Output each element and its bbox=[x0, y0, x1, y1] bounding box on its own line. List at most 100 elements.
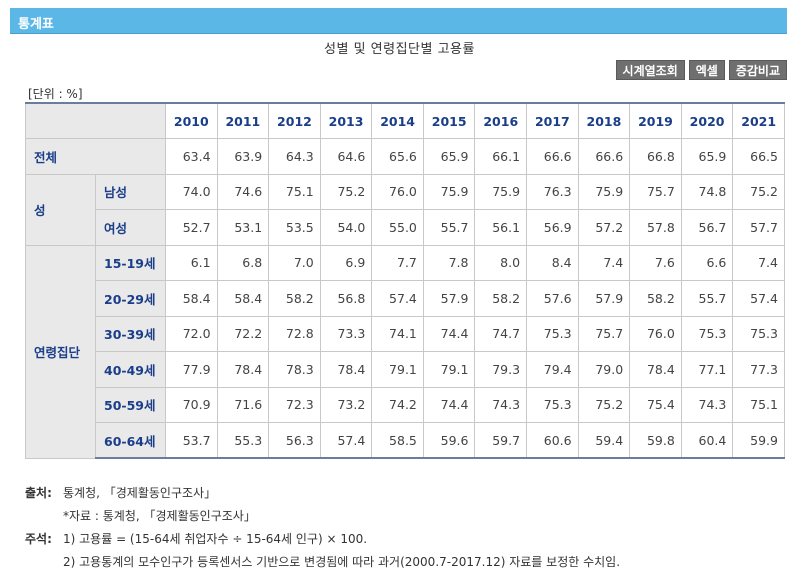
value-cell: 60.4 bbox=[680, 422, 734, 459]
year-header: 2017 bbox=[526, 102, 579, 139]
value-cell: 57.8 bbox=[629, 209, 682, 246]
header-row: 2010 2011 2012 2013 2014 2015 2016 2017 2018 2019… bbox=[25, 102, 785, 139]
table-row: 연령집단 15-19세 6.1 6.8 7.0 6.9 7.7 7.8 8.0 8.4 7.4 7.6… bbox=[25, 244, 785, 459]
value-cell: 52.7 bbox=[165, 209, 218, 246]
value-cell: 76.3 bbox=[526, 173, 579, 210]
value-cell: 66.1 bbox=[474, 138, 528, 175]
year-header: 2014 bbox=[371, 102, 424, 139]
timeseries-button[interactable]: 시계열조회 bbox=[615, 60, 685, 80]
table-title: 성별 및 연령집단별 고용률 bbox=[324, 42, 475, 57]
year-header: 2019 bbox=[629, 102, 682, 139]
value-cell: 56.1 bbox=[474, 209, 528, 246]
value-cell: 54.0 bbox=[319, 209, 373, 246]
value-cell: 57.2 bbox=[577, 209, 631, 246]
value-cell: 63.9 bbox=[216, 138, 270, 175]
value-cell: 64.6 bbox=[319, 138, 373, 175]
group-header-sex: 성 bbox=[25, 173, 96, 246]
table-row: 50-59세 70.9 71.6 72.3 73.2 74.2 74.4 74.3 75.3 75… bbox=[26, 386, 785, 423]
value-cell: 57.9 bbox=[577, 280, 631, 317]
value-cell: 60.6 bbox=[526, 422, 579, 459]
footer: 출처: 통계청, 「경제활동인구조사」 *자료 : 통계청, 「경제활동인구조사」… bbox=[25, 482, 620, 574]
value-cell: 79.0 bbox=[577, 351, 631, 388]
excel-button[interactable]: 엑셀 bbox=[688, 60, 725, 80]
unit-label: [단위 : %] bbox=[28, 87, 83, 101]
value-cell: 8.4 bbox=[526, 244, 579, 281]
value-cell: 66.8 bbox=[629, 138, 682, 175]
value-cell: 7.6 bbox=[629, 244, 682, 281]
value-cell: 58.4 bbox=[165, 280, 218, 317]
value-cell: 75.9 bbox=[577, 173, 631, 210]
value-cell: 74.8 bbox=[680, 173, 734, 210]
value-cell: 65.9 bbox=[422, 138, 476, 175]
compare-button[interactable]: 증감비교 bbox=[728, 60, 787, 80]
value-cell: 57.9 bbox=[422, 280, 476, 317]
value-cell: 6.6 bbox=[680, 244, 734, 281]
value-cell: 55.7 bbox=[680, 280, 734, 317]
value-cell: 55.7 bbox=[422, 209, 476, 246]
value-cell: 53.5 bbox=[268, 209, 321, 246]
year-header: 2015 bbox=[422, 102, 476, 139]
value-cell: 72.8 bbox=[268, 315, 321, 352]
value-cell: 78.3 bbox=[268, 351, 321, 388]
value-cell: 74.4 bbox=[422, 315, 476, 352]
value-cell: 59.9 bbox=[732, 422, 785, 459]
value-cell: 57.4 bbox=[319, 422, 373, 459]
group-header-age: 연령집단 bbox=[25, 244, 96, 459]
value-cell: 75.3 bbox=[526, 315, 579, 352]
value-cell: 66.6 bbox=[526, 138, 579, 175]
value-cell: 74.3 bbox=[474, 386, 528, 423]
value-cell: 74.3 bbox=[680, 386, 734, 423]
value-cell: 63.4 bbox=[165, 138, 218, 175]
value-cell: 75.3 bbox=[526, 386, 579, 423]
source-text: 통계청, 「경제활동인구조사」 bbox=[63, 486, 217, 500]
value-cell: 77.3 bbox=[732, 351, 785, 388]
year-header: 2010 bbox=[165, 102, 218, 139]
source-label: 출처: bbox=[25, 486, 52, 500]
value-cell: 73.3 bbox=[319, 315, 373, 352]
sub-header: 20-29세 bbox=[95, 280, 166, 317]
value-cell: 71.6 bbox=[216, 386, 270, 423]
value-cell: 70.9 bbox=[165, 386, 218, 423]
sub-header: 50-59세 bbox=[95, 386, 166, 423]
value-cell: 56.8 bbox=[319, 280, 373, 317]
value-cell: 72.0 bbox=[165, 315, 218, 352]
sub-header: 30-39세 bbox=[95, 315, 166, 352]
year-header: 2016 bbox=[474, 102, 528, 139]
value-cell: 6.9 bbox=[319, 244, 373, 281]
header-bar: 통계표 bbox=[10, 8, 787, 34]
value-cell: 78.4 bbox=[216, 351, 270, 388]
value-cell: 79.4 bbox=[526, 351, 579, 388]
value-cell: 58.2 bbox=[268, 280, 321, 317]
value-cell: 57.4 bbox=[371, 280, 424, 317]
note-1: 1) 고용률 = (15-64세 취업자수 ÷ 15-64세 인구) × 100… bbox=[63, 532, 368, 546]
value-cell: 75.2 bbox=[732, 173, 785, 210]
note-label: 주석: bbox=[25, 532, 52, 546]
value-cell: 65.9 bbox=[680, 138, 734, 175]
value-cell: 7.8 bbox=[422, 244, 476, 281]
sub-header: 15-19세 bbox=[95, 244, 166, 281]
value-cell: 58.2 bbox=[474, 280, 528, 317]
value-cell: 74.2 bbox=[371, 386, 424, 423]
value-cell: 57.4 bbox=[732, 280, 785, 317]
table-row: 40-49세 77.9 78.4 78.3 78.4 79.1 79.1 79.3 79.4 79… bbox=[26, 351, 785, 388]
value-cell: 57.7 bbox=[732, 209, 785, 246]
value-cell: 7.4 bbox=[577, 244, 631, 281]
table-row: 성 남성 74.0 74.6 75.1 75.2 76.0 75.9 75.9 76.3 75.9 7… bbox=[25, 173, 785, 246]
value-cell: 76.0 bbox=[629, 315, 682, 352]
value-cell: 79.1 bbox=[371, 351, 424, 388]
source-sub: *자료 : 통계청, 「경제활동인구조사」 bbox=[63, 509, 256, 523]
year-header: 2012 bbox=[268, 102, 321, 139]
value-cell: 64.3 bbox=[268, 138, 321, 175]
value-cell: 59.8 bbox=[629, 422, 682, 459]
value-cell: 7.0 bbox=[268, 244, 321, 281]
value-cell: 76.0 bbox=[371, 173, 424, 210]
table-row: 30-39세 72.0 72.2 72.8 73.3 74.1 74.4 74.7 75.3 75… bbox=[26, 315, 785, 352]
header-title: 통계표 bbox=[18, 17, 54, 32]
value-cell: 75.3 bbox=[680, 315, 734, 352]
value-cell: 53.1 bbox=[216, 209, 270, 246]
value-cell: 66.6 bbox=[577, 138, 631, 175]
value-cell: 75.9 bbox=[474, 173, 528, 210]
sub-header: 여성 bbox=[95, 209, 166, 246]
sub-header: 60-64세 bbox=[95, 422, 166, 459]
value-cell: 66.5 bbox=[732, 138, 785, 175]
